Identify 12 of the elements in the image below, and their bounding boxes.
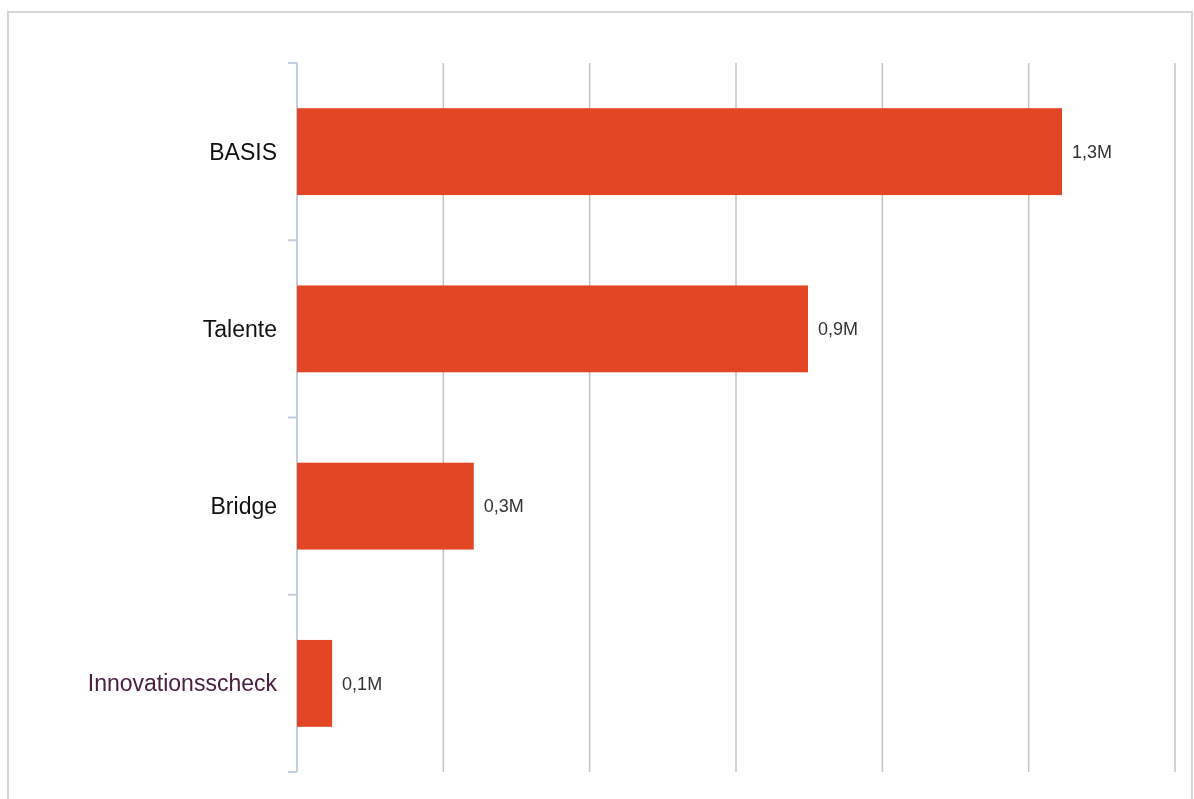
y-tick-label: Bridge — [210, 493, 277, 520]
y-tick-label: Talente — [202, 315, 277, 342]
data-label: 1,3M — [1072, 141, 1113, 162]
data-label: 0,1M — [342, 673, 383, 694]
y-tick-label: BASIS — [209, 138, 277, 165]
data-label: 0,9M — [818, 319, 859, 340]
bar — [297, 639, 333, 727]
data-label: 0,3M — [483, 496, 524, 517]
bar — [297, 108, 1063, 196]
bar — [297, 285, 808, 373]
bar — [297, 462, 474, 550]
y-tick-label: Innovationsscheck — [87, 670, 278, 697]
